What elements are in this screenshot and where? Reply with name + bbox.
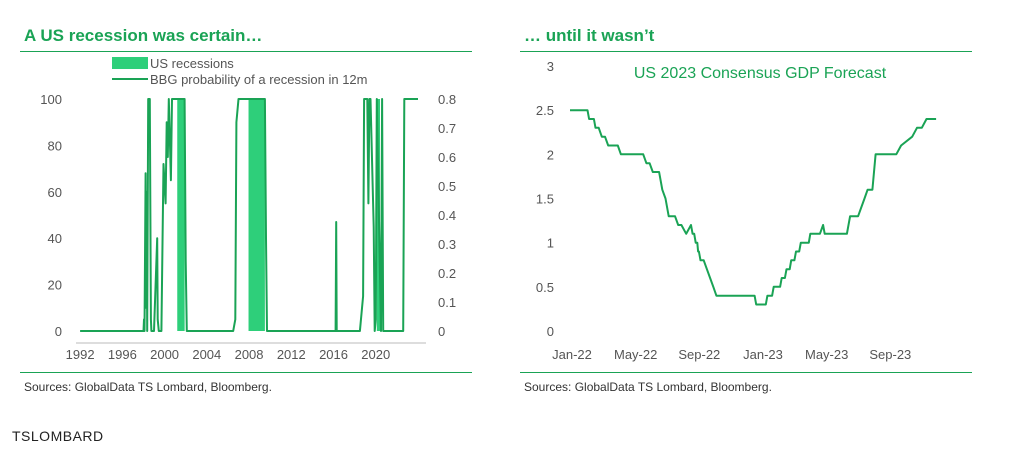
y-tick-label: 1.5 — [536, 192, 554, 207]
probability-line — [80, 98, 418, 332]
x-tick-label: 2000 — [150, 347, 179, 362]
right-source-note: Sources: GlobalData TS Lombard, Bloomber… — [524, 380, 772, 394]
left-y-tick-label: 20 — [48, 278, 62, 293]
left-y-tick-label: 80 — [48, 138, 62, 153]
left-chart-title: A US recession was certain… — [24, 26, 263, 45]
x-tick-label: 2012 — [277, 347, 306, 362]
x-tick-label: Sep-22 — [678, 347, 720, 362]
right-y-tick-label: 0.7 — [438, 121, 456, 136]
right-y-tick-label: 0 — [438, 324, 445, 339]
y-tick-label: 2.5 — [536, 103, 554, 118]
y-tick-label: 0 — [547, 324, 554, 339]
x-tick-label: Jan-23 — [743, 347, 783, 362]
legend-swatch-recessions — [112, 57, 148, 69]
left-chart: 0 20 40 60 80 100 0 0.1 0.2 0.3 0.4 0.5 0.6 0.7 0.8 199… — [40, 56, 456, 362]
x-tick-label: 2008 — [235, 347, 264, 362]
x-tick-label: Sep-23 — [869, 347, 911, 362]
x-tick-label: 1996 — [108, 347, 137, 362]
brand-logo-text: TSLOMBARD — [12, 428, 104, 444]
right-y-tick-label: 0.6 — [438, 150, 456, 165]
x-tick-label: 2020 — [361, 347, 390, 362]
x-tick-label: 2016 — [319, 347, 348, 362]
left-source-note: Sources: GlobalData TS Lombard, Bloomber… — [24, 380, 272, 394]
x-tick-label: 2004 — [192, 347, 221, 362]
legend-label-recessions: US recessions — [150, 56, 234, 71]
x-tick-label: Jan-22 — [552, 347, 592, 362]
right-chart: 0 0.5 1 1.5 2 2.5 3 Jan-22 May-22 Sep-22 Jan-23 May… — [536, 59, 937, 362]
gdp-forecast-line — [570, 109, 937, 306]
right-y-tick-label: 0.1 — [438, 295, 456, 310]
right-y-tick-label: 0.2 — [438, 266, 456, 281]
left-y-tick-label: 60 — [48, 185, 62, 200]
left-y-tick-label: 40 — [48, 231, 62, 246]
y-tick-label: 3 — [547, 59, 554, 74]
recession-bar-0 — [177, 99, 185, 331]
right-bottom-rule — [520, 372, 972, 373]
gdp-forecast-chart-title: US 2023 Consensus GDP Forecast — [634, 65, 887, 82]
right-y-tick-label: 0.4 — [438, 208, 456, 223]
y-tick-label: 2 — [547, 147, 554, 162]
left-top-rule — [20, 51, 472, 52]
x-tick-label: 1992 — [66, 347, 95, 362]
right-y-tick-label: 0.3 — [438, 237, 456, 252]
left-y-tick-label: 100 — [40, 92, 62, 107]
x-tick-label: May-22 — [614, 347, 657, 362]
y-tick-label: 1 — [547, 236, 554, 251]
right-y-tick-label: 0.5 — [438, 179, 456, 194]
y-tick-label: 0.5 — [536, 280, 554, 295]
right-y-tick-label: 0.8 — [438, 92, 456, 107]
legend-label-probability: BBG probability of a recession in 12m — [150, 72, 368, 87]
x-tick-label: May-23 — [805, 347, 848, 362]
right-top-rule — [520, 51, 972, 52]
right-chart-title: … until it wasn’t — [524, 26, 655, 45]
recession-bar-1 — [248, 99, 265, 331]
left-bottom-rule — [20, 372, 472, 373]
left-y-tick-label: 0 — [55, 324, 62, 339]
